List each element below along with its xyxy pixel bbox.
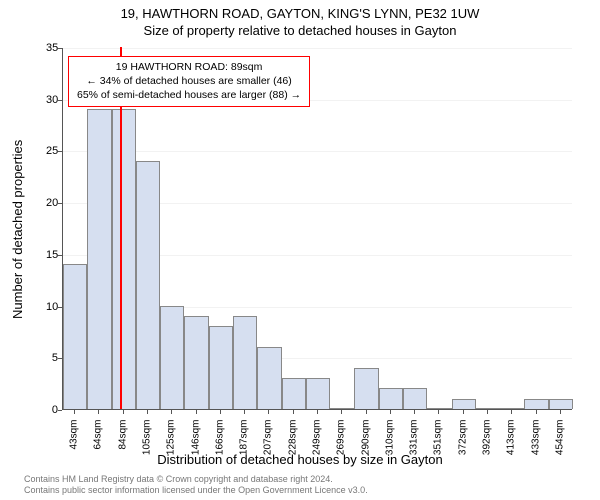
y-tick-label: 10 xyxy=(46,301,58,313)
x-tick-label: 125sqm xyxy=(166,420,177,460)
chart-container: 19, HAWTHORN ROAD, GAYTON, KING'S LYNN, … xyxy=(0,0,600,500)
y-tick-label: 35 xyxy=(46,42,58,54)
y-tick-mark xyxy=(58,48,62,49)
histogram-bar xyxy=(476,408,500,409)
histogram-bar xyxy=(233,316,257,409)
y-tick-label: 25 xyxy=(46,145,58,157)
y-tick-label: 20 xyxy=(46,197,58,209)
histogram-bar xyxy=(524,399,548,409)
x-tick-mark xyxy=(244,410,245,414)
histogram-bar xyxy=(427,408,451,409)
x-tick-label: 372sqm xyxy=(457,420,468,460)
histogram-bar xyxy=(354,368,378,409)
annotation-line2: ← 34% of detached houses are smaller (46… xyxy=(77,74,301,88)
histogram-bar xyxy=(136,161,160,409)
x-tick-label: 392sqm xyxy=(482,420,493,460)
annotation-line3: 65% of semi-detached houses are larger (… xyxy=(77,88,301,102)
histogram-bar xyxy=(87,109,111,409)
y-tick-mark xyxy=(58,255,62,256)
x-tick-mark xyxy=(414,410,415,414)
x-tick-mark xyxy=(98,410,99,414)
gridline xyxy=(63,151,572,152)
y-tick-mark xyxy=(58,151,62,152)
x-tick-label: 454sqm xyxy=(554,420,565,460)
histogram-bar xyxy=(63,264,87,409)
footer-line1: Contains HM Land Registry data © Crown c… xyxy=(24,474,368,485)
histogram-bar xyxy=(549,399,573,409)
y-tick-label: 0 xyxy=(46,404,58,416)
histogram-bar xyxy=(403,388,427,409)
x-tick-label: 146sqm xyxy=(190,420,201,460)
histogram-bar xyxy=(452,399,476,409)
footer: Contains HM Land Registry data © Crown c… xyxy=(24,474,368,497)
title-block: 19, HAWTHORN ROAD, GAYTON, KING'S LYNN, … xyxy=(0,6,600,38)
histogram-bar xyxy=(257,347,281,409)
y-axis-label: Number of detached properties xyxy=(10,140,25,319)
y-tick-mark xyxy=(58,203,62,204)
y-tick-mark xyxy=(58,358,62,359)
x-tick-mark xyxy=(341,410,342,414)
y-tick-mark xyxy=(58,307,62,308)
x-tick-label: 105sqm xyxy=(142,420,153,460)
histogram-bar xyxy=(282,378,306,409)
x-tick-label: 166sqm xyxy=(214,420,225,460)
histogram-bar xyxy=(306,378,330,409)
annotation-box: 19 HAWTHORN ROAD: 89sqm ← 34% of detache… xyxy=(68,56,310,107)
histogram-bar xyxy=(184,316,208,409)
x-tick-mark xyxy=(74,410,75,414)
x-tick-mark xyxy=(293,410,294,414)
x-tick-label: 84sqm xyxy=(117,420,128,460)
histogram-bar xyxy=(112,109,136,409)
x-tick-label: 290sqm xyxy=(360,420,371,460)
x-tick-mark xyxy=(536,410,537,414)
y-tick-label: 5 xyxy=(46,352,58,364)
x-tick-mark xyxy=(196,410,197,414)
x-tick-label: 351sqm xyxy=(433,420,444,460)
y-tick-mark xyxy=(58,410,62,411)
title-subtitle: Size of property relative to detached ho… xyxy=(0,23,600,38)
gridline xyxy=(63,48,572,49)
x-tick-mark xyxy=(147,410,148,414)
x-tick-label: 269sqm xyxy=(336,420,347,460)
x-tick-label: 249sqm xyxy=(312,420,323,460)
x-tick-mark xyxy=(268,410,269,414)
x-tick-label: 310sqm xyxy=(384,420,395,460)
x-tick-mark xyxy=(366,410,367,414)
x-tick-label: 433sqm xyxy=(530,420,541,460)
y-tick-mark xyxy=(58,100,62,101)
x-tick-mark xyxy=(390,410,391,414)
x-tick-mark xyxy=(511,410,512,414)
x-tick-mark xyxy=(171,410,172,414)
histogram-bar xyxy=(379,388,403,409)
histogram-bar xyxy=(330,408,354,409)
y-tick-label: 15 xyxy=(46,249,58,261)
histogram-bar xyxy=(500,408,524,409)
annotation-line1: 19 HAWTHORN ROAD: 89sqm xyxy=(77,60,301,74)
x-tick-label: 187sqm xyxy=(239,420,250,460)
x-tick-mark xyxy=(123,410,124,414)
x-tick-label: 228sqm xyxy=(287,420,298,460)
y-tick-label: 30 xyxy=(46,94,58,106)
x-tick-mark xyxy=(438,410,439,414)
x-tick-mark xyxy=(487,410,488,414)
histogram-bar xyxy=(160,306,184,409)
x-tick-mark xyxy=(560,410,561,414)
x-tick-label: 43sqm xyxy=(69,420,80,460)
x-tick-label: 64sqm xyxy=(93,420,104,460)
x-tick-mark xyxy=(317,410,318,414)
footer-line2: Contains public sector information licen… xyxy=(24,485,368,496)
x-tick-label: 413sqm xyxy=(506,420,517,460)
x-tick-mark xyxy=(463,410,464,414)
x-tick-label: 331sqm xyxy=(409,420,420,460)
title-address: 19, HAWTHORN ROAD, GAYTON, KING'S LYNN, … xyxy=(0,6,600,21)
x-tick-mark xyxy=(220,410,221,414)
histogram-bar xyxy=(209,326,233,409)
x-tick-label: 207sqm xyxy=(263,420,274,460)
